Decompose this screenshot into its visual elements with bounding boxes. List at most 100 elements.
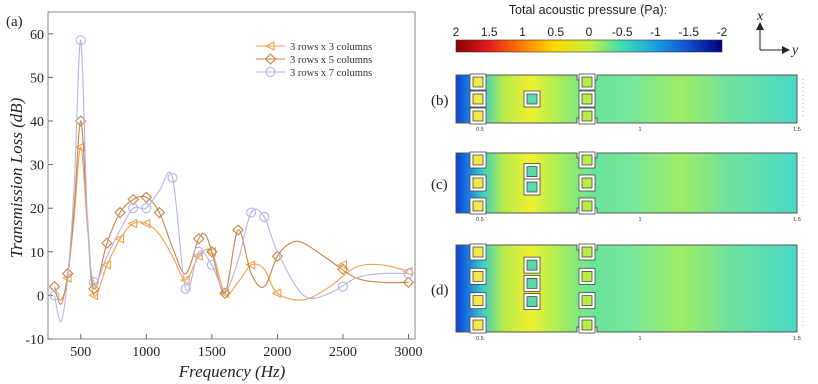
data-point: [193, 246, 204, 257]
colorbar: Total acoustic pressure (Pa): 2 1.5 1 0.5 0 -…: [453, 3, 728, 53]
axis-y-letter: y: [790, 43, 799, 58]
map-tick-label: 0.5: [476, 336, 484, 342]
scatterer: [472, 110, 484, 122]
pressure-map-c: (c) 0.5 1 1.5: [431, 151, 804, 223]
x-axis-title: Frequency (Hz): [178, 362, 286, 381]
data-point: [271, 250, 284, 262]
colorbar-title: Total acoustic pressure (Pa):: [509, 3, 667, 17]
scatterer: [472, 295, 484, 307]
legend-marker: [265, 66, 276, 78]
scatterer: [526, 296, 538, 307]
domain-outline: [455, 152, 798, 214]
x-tick-label: 500: [70, 345, 91, 360]
map-panel-label: (d): [431, 283, 449, 299]
data-point: [403, 268, 414, 279]
series-layer: [48, 35, 415, 323]
series-line: [54, 39, 409, 323]
map-tick-label: 1.5: [793, 217, 801, 223]
scatterer: [472, 76, 484, 88]
pressure-field: [456, 75, 797, 123]
data-point: [193, 251, 203, 262]
x-tick-label: 1500: [198, 345, 226, 360]
colorbar-tick-label: 1.5: [481, 25, 498, 39]
domain-outline: [455, 74, 798, 124]
scatterer: [581, 319, 593, 331]
data-point: [101, 237, 113, 249]
data-point: [232, 224, 244, 236]
data-point: [206, 259, 217, 270]
data-point: [219, 287, 231, 299]
series-line: [54, 146, 409, 301]
x-tick-label: 2000: [263, 345, 291, 360]
y-tick-label: 50: [30, 71, 44, 86]
y-axis: -10 0 10 20 30 40 50 60: [25, 28, 53, 348]
y-axis-title: Transmission Loss (dB): [7, 97, 26, 258]
x-tick-label: 3000: [394, 345, 422, 360]
scatterer: [581, 295, 593, 307]
y-tick-label: 10: [30, 246, 44, 261]
scatterer: [581, 110, 593, 122]
data-point: [127, 193, 139, 206]
data-point: [88, 283, 100, 295]
scatterer: [581, 154, 593, 166]
scatterer: [581, 177, 593, 189]
y-tick-label: 0: [37, 289, 44, 304]
data-point: [128, 203, 139, 214]
data-point: [206, 246, 218, 258]
data-point: [246, 207, 257, 218]
scatterer: [526, 166, 538, 178]
scatterer: [472, 319, 484, 331]
scatterer: [472, 177, 484, 189]
map-tick-label: 1: [638, 127, 641, 133]
scatterer: [581, 246, 593, 258]
axes-indicator: x y: [756, 9, 799, 58]
x-tick-label: 2500: [329, 345, 357, 360]
data-point: [259, 211, 270, 222]
legend-marker: [264, 41, 275, 51]
data-point: [101, 259, 112, 270]
data-point: [49, 290, 60, 301]
x-tick-label: 1000: [132, 345, 160, 360]
colorbar-ticks: 2 1.5 1 0.5 0 -0.5 -1 -1.5 -2: [453, 25, 728, 39]
map-tick-label: 0.5: [476, 217, 484, 223]
legend-marker: [264, 53, 277, 65]
x-axis: 500 1000 1500 2000 2500 3000: [70, 334, 422, 360]
data-point: [167, 172, 178, 183]
map-tick-label: 1: [638, 336, 641, 342]
colorbar-gradient: [455, 39, 723, 53]
data-point: [192, 232, 205, 245]
pressure-map-b: (b) 0.5 1 1.5: [431, 73, 804, 133]
data-point: [402, 276, 415, 289]
data-point: [271, 288, 282, 299]
scatterer: [526, 259, 538, 271]
scatterer: [526, 278, 538, 289]
series-diamond: [48, 115, 415, 305]
legend-label: 3 rows x 3 columns: [290, 42, 372, 53]
map-panel-label: (b): [431, 93, 449, 109]
y-tick-label: 20: [30, 202, 44, 217]
transmission-loss-chart: (a) -10 0 10 20 30 40 50 60 500 1000 1500 2000 2500…: [6, 11, 422, 381]
panel-a-label: (a): [6, 14, 23, 30]
y-tick-label: -10: [25, 333, 44, 348]
data-point: [337, 263, 349, 276]
map-tick-label: 1: [638, 217, 641, 223]
data-point: [75, 35, 86, 46]
data-point: [114, 206, 126, 219]
data-point: [153, 206, 166, 219]
scatterer: [526, 93, 538, 105]
series-line: [54, 120, 409, 305]
scatterer: [472, 246, 484, 258]
colorbar-tick-label: 1: [519, 25, 526, 39]
colorbar-tick-label: 0.5: [547, 25, 564, 39]
plot-frame: [47, 11, 416, 340]
data-point: [114, 233, 125, 244]
colorbar-tick-label: -1.5: [678, 25, 699, 39]
map-tick-label: 1.5: [793, 336, 801, 342]
pressure-maps: (b) 0.5 1 1.5 (c) 0.5 1 1.5 (d) 0.5 1 1.5: [431, 73, 804, 342]
data-point: [140, 191, 153, 204]
y-tick-label: 60: [30, 28, 44, 43]
data-point: [179, 275, 190, 286]
data-point: [88, 277, 99, 288]
domain-outline: [455, 244, 798, 333]
